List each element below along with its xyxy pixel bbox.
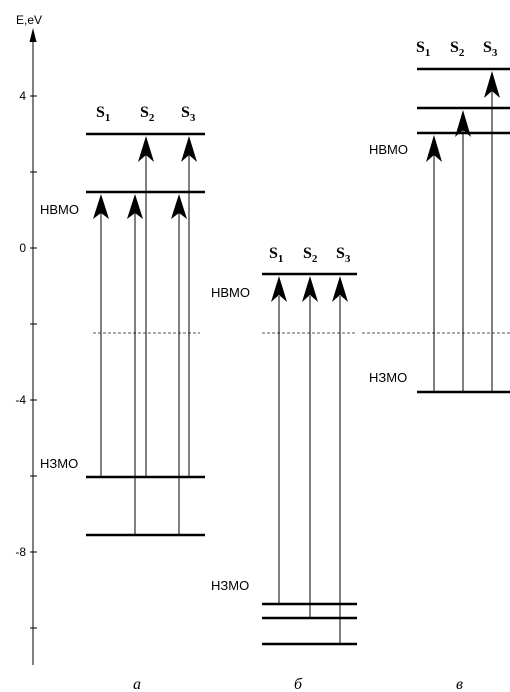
panel-label-c: в: [456, 676, 463, 692]
arrowhead-icon: [302, 276, 318, 302]
arrowhead-icon: [138, 136, 154, 162]
arrowhead-icon: [332, 276, 348, 302]
panel-c: S1 S2 S3 НВМО НЗМО в: [369, 39, 510, 692]
homo-label: НЗМО: [369, 370, 407, 385]
arrowhead-icon: [426, 135, 442, 162]
homo-label: НЗМО: [211, 578, 249, 593]
lumo-label: НВМО: [40, 202, 79, 217]
state-label-s2: S2: [303, 245, 318, 265]
axis-ticks: 4 0 -4 -8: [15, 89, 37, 629]
arrowhead-icon: [127, 194, 143, 219]
energy-axis: E,eV 4 0 -4 -8: [15, 13, 42, 665]
lumo-label: НВМО: [369, 142, 408, 157]
axis-tick-label: 4: [19, 89, 26, 103]
state-label-s3: S3: [336, 245, 351, 265]
state-label-s1: S1: [416, 39, 430, 59]
arrowhead-icon: [455, 110, 471, 137]
panel-a: S1 S2 S3 НВМО НЗМО а: [40, 104, 205, 692]
axis-tick-label: -4: [15, 393, 26, 407]
arrowhead-icon: [271, 276, 287, 302]
panel-label-a: а: [133, 676, 141, 692]
lumo-label: НВМО: [211, 285, 250, 300]
state-label-s2: S2: [140, 104, 155, 124]
arrowhead-icon: [484, 71, 500, 98]
panel-label-b: б: [294, 676, 303, 692]
panel-b: S1 S2 S3 НВМО НЗМО б: [211, 245, 357, 692]
state-label-s1: S1: [269, 245, 283, 265]
arrowhead-icon: [93, 194, 109, 219]
axis-tick-label: 0: [19, 241, 26, 255]
arrowhead-icon: [181, 136, 197, 162]
state-label-s1: S1: [96, 104, 110, 124]
arrowhead-icon: [171, 194, 187, 219]
state-label-s3: S3: [181, 104, 196, 124]
axis-label: E,eV: [16, 13, 42, 27]
state-label-s2: S2: [450, 39, 465, 59]
state-label-s3: S3: [483, 39, 498, 59]
homo-label: НЗМО: [40, 456, 78, 471]
axis-tick-label: -8: [15, 545, 26, 559]
